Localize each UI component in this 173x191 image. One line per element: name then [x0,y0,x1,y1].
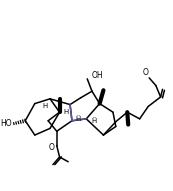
Text: O: O [49,143,55,152]
Text: Ḧ: Ḧ [75,116,80,122]
Text: OH: OH [92,71,104,80]
Text: Ḧ: Ḧ [91,118,97,124]
Text: H: H [64,109,69,115]
Text: H: H [43,104,48,109]
Text: O: O [142,68,148,77]
Text: HO: HO [0,119,12,128]
